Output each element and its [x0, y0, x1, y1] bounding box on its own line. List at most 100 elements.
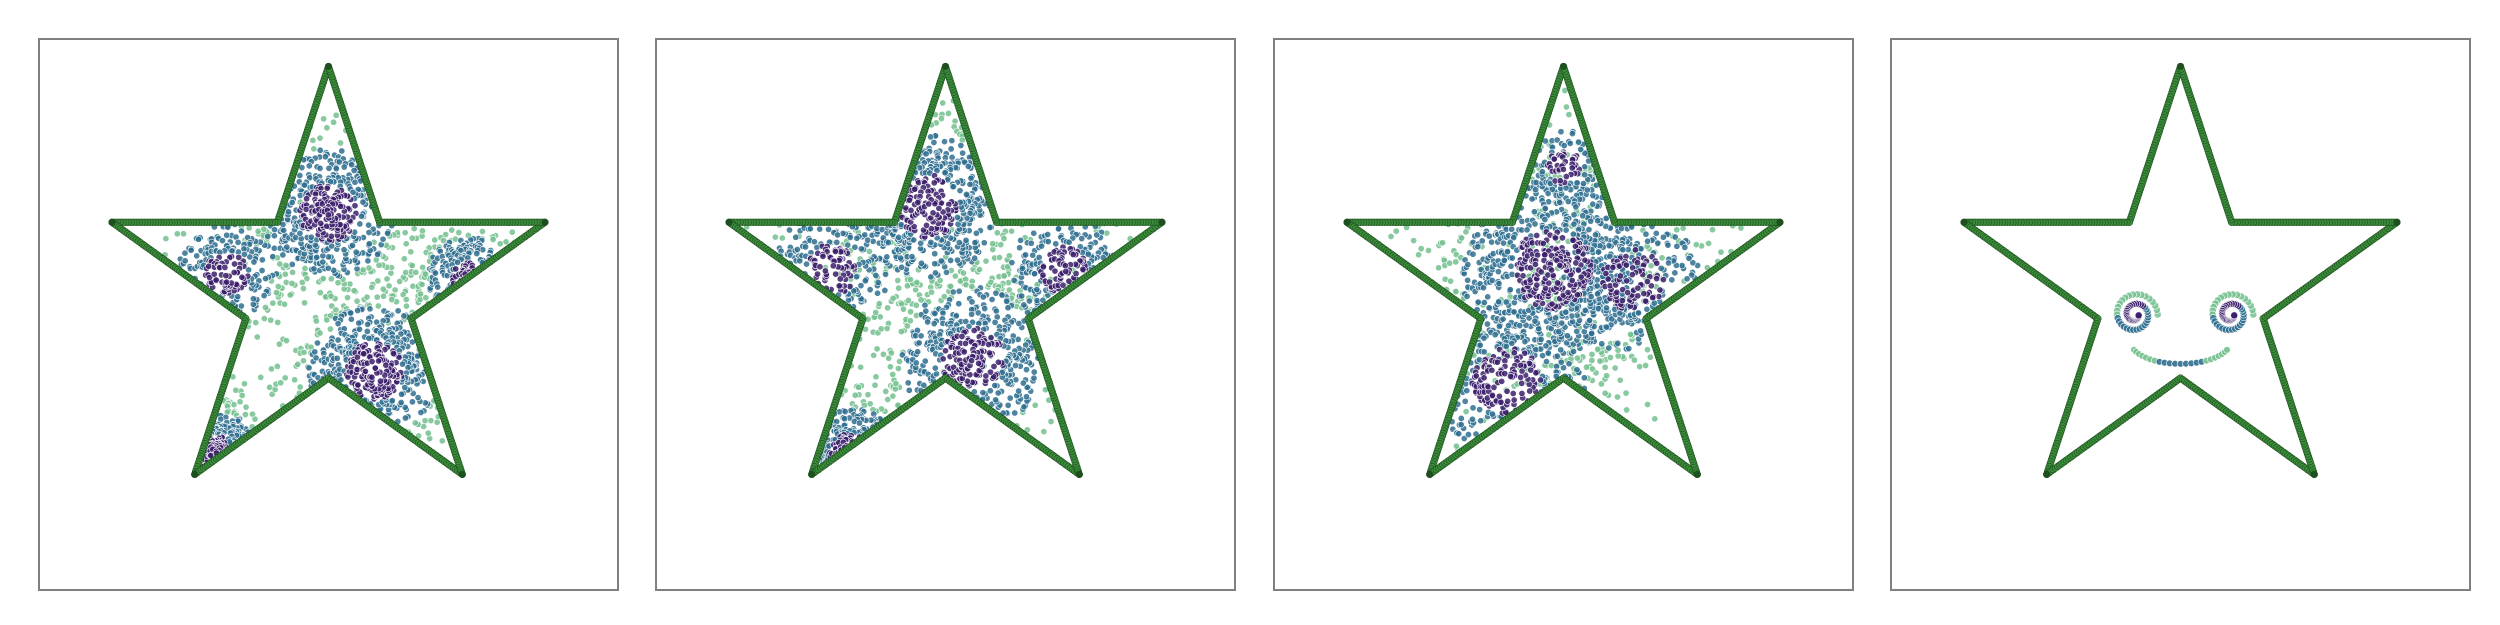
particle-point — [231, 260, 239, 268]
particle-point — [334, 336, 342, 344]
particle-point — [365, 221, 373, 229]
particle-point — [1015, 387, 1023, 395]
particle-point — [399, 291, 407, 299]
particle-point — [305, 162, 313, 170]
particle-point — [401, 414, 409, 422]
particle-point — [502, 238, 510, 246]
particle-point — [1673, 226, 1681, 234]
particle-point — [954, 256, 962, 264]
particle-point — [908, 253, 916, 261]
particle-point — [882, 270, 890, 278]
particle-point — [1606, 354, 1614, 362]
particle-point — [375, 261, 383, 269]
particle-point — [1557, 346, 1565, 354]
particle-point — [1614, 339, 1622, 347]
particle-point — [1008, 259, 1016, 267]
particle-point — [455, 229, 463, 237]
particle-point — [1435, 264, 1443, 272]
particle-point — [344, 294, 351, 302]
particle-point — [1030, 374, 1038, 382]
particle-point — [939, 309, 947, 317]
particle-point — [396, 277, 404, 285]
particle-point — [1462, 228, 1470, 236]
particle-point — [930, 320, 938, 328]
particle-point — [267, 316, 275, 324]
particle-point — [883, 253, 891, 261]
particle-point — [1474, 231, 1482, 239]
particle-point — [1452, 442, 1460, 450]
particle-point — [1562, 103, 1570, 111]
particle-point — [964, 162, 972, 170]
particle-point — [884, 304, 892, 312]
particle-point — [351, 202, 359, 210]
particle-point — [330, 118, 338, 126]
particle-point — [955, 287, 963, 295]
outline-vertex — [541, 218, 549, 226]
particle-point — [988, 296, 996, 303]
particle-point — [272, 289, 280, 297]
particle-point — [1079, 265, 1087, 273]
particle-point — [966, 180, 974, 188]
particle-point — [356, 220, 364, 228]
particle-point — [1464, 276, 1472, 284]
particle-point — [288, 260, 296, 268]
particle-point — [925, 200, 933, 208]
particle-point — [1415, 251, 1423, 259]
particle-point — [258, 267, 266, 275]
particle-point — [875, 300, 883, 308]
particle-point — [949, 183, 957, 191]
particle-point — [397, 399, 405, 406]
particle-point — [971, 254, 979, 262]
particle-point — [408, 398, 416, 406]
particle-point — [986, 387, 994, 395]
particle-point — [995, 254, 1003, 261]
particle-point — [1462, 408, 1470, 416]
particle-point — [347, 309, 355, 317]
particle-point — [975, 359, 983, 367]
particle-point — [874, 289, 882, 297]
particle-point — [223, 231, 231, 239]
particle-point — [1000, 272, 1008, 280]
particle-point — [250, 258, 258, 266]
particle-point — [267, 365, 275, 373]
particle-point — [990, 362, 998, 370]
scatter-plot-1 — [108, 62, 549, 479]
particle-point — [333, 354, 341, 362]
particle-point — [1031, 270, 1039, 278]
particle-point — [354, 381, 362, 389]
particle-point — [281, 374, 289, 382]
particle-point — [906, 196, 913, 204]
particle-point — [937, 257, 945, 265]
particle-point — [857, 363, 865, 371]
particle-point — [303, 275, 311, 283]
particle-point — [347, 315, 355, 323]
particle-point — [1012, 362, 1020, 370]
particle-point — [323, 124, 331, 132]
particle-point — [1644, 400, 1652, 408]
particle-point — [422, 294, 430, 302]
particle-point — [1038, 242, 1046, 250]
particle-point — [1597, 380, 1605, 388]
particle-point — [998, 291, 1006, 299]
particle-point — [162, 235, 170, 243]
particle-point — [366, 305, 374, 313]
particle-point — [1022, 251, 1030, 259]
particle-point — [972, 229, 980, 237]
particle-point — [1447, 277, 1455, 285]
particle-point — [940, 293, 948, 301]
particle-point — [402, 269, 410, 277]
particle-point — [399, 360, 406, 368]
particle-point — [473, 250, 481, 258]
particle-point — [309, 136, 317, 144]
particle-point — [924, 318, 932, 326]
particle-point — [960, 348, 968, 356]
particle-point — [1705, 239, 1713, 247]
particle-point — [1483, 320, 1491, 328]
particle-point — [904, 379, 912, 387]
particle-point — [958, 332, 966, 340]
particle-point — [1679, 224, 1687, 232]
particle-point — [299, 357, 307, 365]
particle-point — [377, 377, 384, 385]
particle-point — [1452, 288, 1460, 296]
particle-point — [316, 329, 324, 337]
